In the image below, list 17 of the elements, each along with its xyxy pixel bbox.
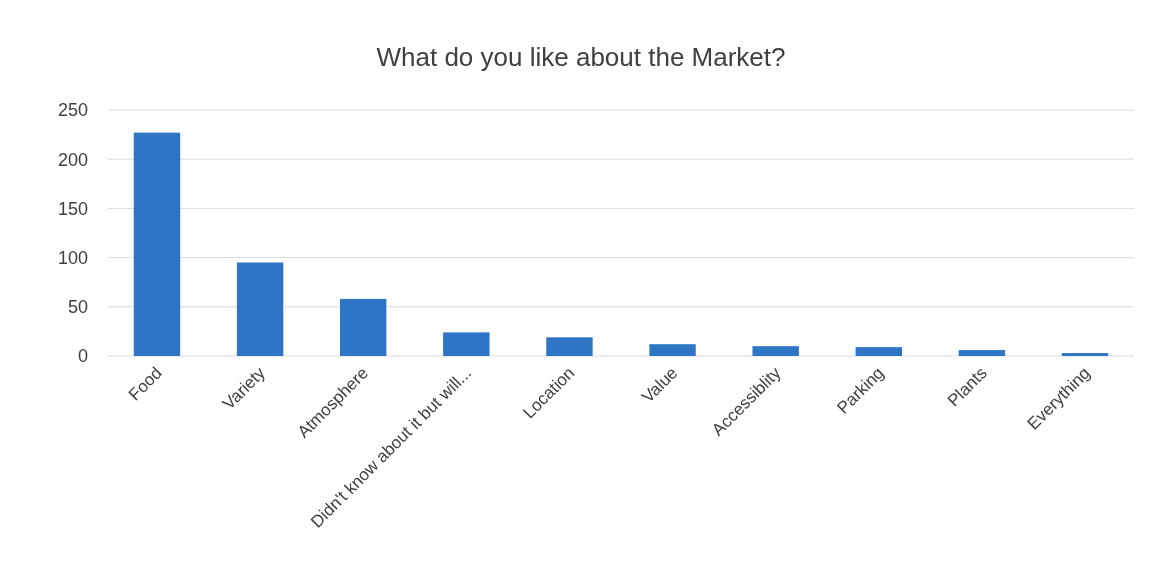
bar (133, 132, 181, 356)
y-tick-label: 100 (57, 247, 88, 268)
bar (752, 346, 799, 356)
bar (443, 332, 490, 356)
y-tick-label: 200 (57, 149, 88, 170)
y-tick-label: 150 (57, 198, 88, 219)
chart-title: What do you like about the Market? (376, 42, 786, 72)
bar (855, 347, 902, 356)
y-tick-label: 50 (67, 297, 88, 318)
y-tick-label: 250 (57, 100, 88, 121)
bar (1061, 353, 1109, 356)
y-tick-label: 0 (77, 346, 88, 367)
bar (649, 344, 696, 356)
bar (236, 262, 284, 356)
bar (546, 337, 593, 356)
bar (958, 350, 1006, 356)
bar (340, 298, 387, 356)
